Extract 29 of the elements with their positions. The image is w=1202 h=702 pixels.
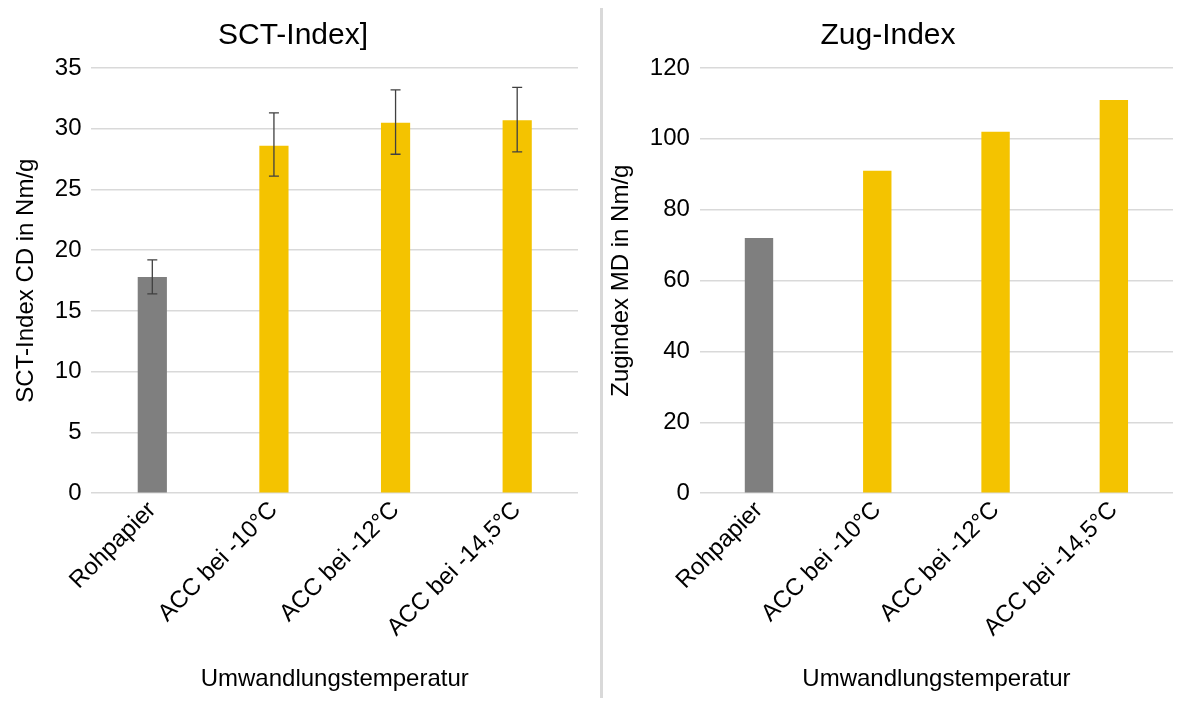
- chart-title: SCT-Index]: [217, 17, 369, 51]
- y-tick-label: 30: [54, 113, 82, 141]
- x-axis-title: Umwandlungstemperatur: [200, 664, 469, 692]
- y-tick-label: 15: [54, 295, 82, 323]
- y-tick-label: 35: [54, 52, 82, 80]
- y-tick-label: 120: [649, 52, 690, 80]
- y-tick-label: 0: [675, 477, 690, 505]
- bar: [862, 170, 891, 493]
- y-tick-label: 10: [54, 356, 82, 384]
- bar: [380, 122, 411, 493]
- bar: [137, 276, 167, 493]
- y-tick-label: 40: [662, 336, 690, 364]
- bar: [502, 120, 532, 493]
- y-tick-label: 0: [68, 477, 82, 505]
- bar: [1099, 99, 1128, 493]
- y-axis-title: Zugindex MD in Nm/g: [605, 164, 633, 397]
- y-tick-label: 100: [649, 123, 690, 151]
- y-tick-label: 20: [662, 406, 690, 434]
- bar: [744, 238, 773, 493]
- y-tick-label: 20: [54, 234, 82, 262]
- y-tick-label: 5: [68, 417, 82, 445]
- y-tick-label: 80: [662, 194, 690, 222]
- y-tick-label: 25: [54, 174, 82, 202]
- bar: [259, 145, 289, 493]
- chart-title: Zug-Index: [819, 17, 956, 51]
- x-axis-title: Umwandlungstemperatur: [801, 664, 1070, 692]
- bar: [980, 131, 1010, 493]
- y-tick-label: 60: [662, 265, 690, 293]
- y-axis-title: SCT-Index CD in Nm/g: [11, 158, 39, 403]
